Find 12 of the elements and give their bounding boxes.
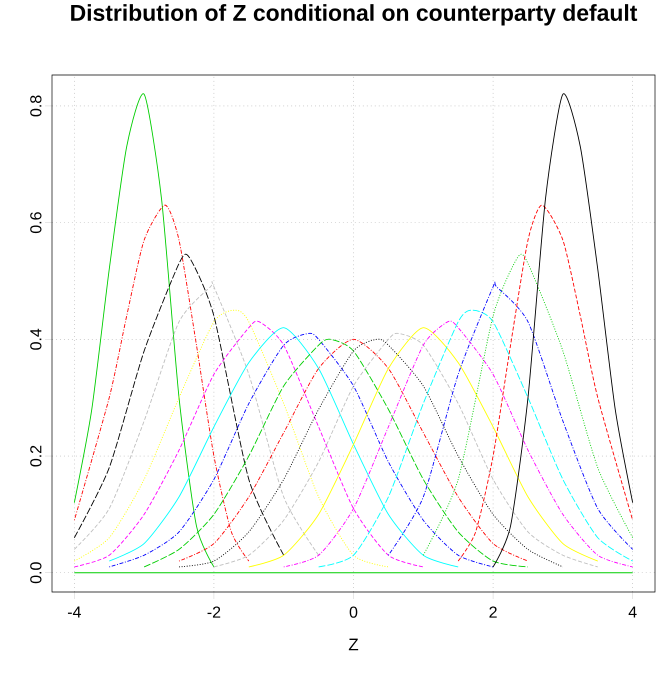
chart-title: Distribution of Z conditional on counterparty default <box>71 4 638 26</box>
x-tick-label: 2 <box>489 606 497 618</box>
y-tick-label: 0.2 <box>30 446 42 466</box>
y-tick-label: 0.6 <box>30 212 42 234</box>
x-tick-label: -4 <box>68 606 81 618</box>
y-tick-label: 0.0 <box>30 562 42 584</box>
y-tick-label: 0.8 <box>30 96 42 116</box>
y-tick-label: 0.4 <box>30 328 42 350</box>
x-tick-label: -2 <box>208 606 220 618</box>
x-tick-label: 4 <box>628 606 637 618</box>
x-tick-label: 0 <box>350 606 358 618</box>
x-axis-title: Z <box>348 638 358 650</box>
